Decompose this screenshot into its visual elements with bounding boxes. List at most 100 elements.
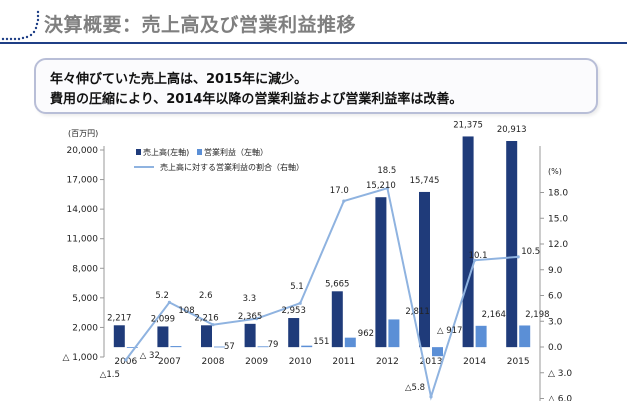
x-axis-tick-label: 2008 [202,357,225,367]
summary-callout: 年々伸びていた売上高は、2015年に減少。 費用の圧縮により、2014年以降の営… [34,58,598,114]
sales-bar [288,318,300,348]
sales-bar [375,197,387,348]
right-axis-tick-label: 6.0 [548,292,563,302]
right-axis-tick-label: △ 3.0 [548,369,572,379]
ratio-point [124,358,128,362]
ratio-point [473,258,477,262]
ratio-data-label: 10.5 [521,247,540,257]
ratio-point [516,255,520,259]
left-axis-tick-label: 20,000 [67,146,99,156]
sales-data-label: 21,375 [453,120,483,130]
legend-label-profit: 営業利益（左軸） [204,147,268,157]
x-axis-tick-label: 2006 [114,357,137,367]
ratio-data-label: 10.1 [469,251,488,261]
profit-data-label: 151 [313,337,329,347]
ratio-data-label: △1.5 [100,370,120,380]
right-axis-tick-label: 0.0 [548,343,563,353]
x-axis-tick-label: 2009 [245,357,268,367]
profit-data-label: △ 917 [437,326,462,336]
right-axis-tick-label: 18.0 [548,189,568,199]
x-axis-tick-label: 2014 [463,357,486,367]
ratio-point [298,301,302,305]
ratio-data-label: 2.6 [199,291,213,301]
profit-bar [301,345,313,348]
ratio-data-label: 5.2 [155,291,169,301]
x-axis-tick-label: 2010 [289,357,312,367]
ratio-data-label: △5.8 [405,383,425,393]
profit-bar [475,325,487,348]
sales-bar [157,326,169,348]
left-axis-tick-label: 17,000 [67,176,99,186]
right-axis-tick-label: 3.0 [548,317,563,327]
legend-swatch-sales [136,149,141,155]
right-axis-tick-label: △ 6.0 [548,395,572,401]
ratio-point [385,186,389,190]
profit-data-label: 108 [178,306,194,316]
ratio-point [167,300,171,304]
sales-data-label: 2,099 [151,314,175,324]
profit-data-label: 2,164 [482,310,506,320]
page-title: 決算概要：売上高及び営業利益推移 [44,14,357,36]
ratio-point [255,317,259,321]
x-axis-tick-label: 2007 [158,357,181,367]
profit-data-label: 962 [358,329,374,339]
sales-profit-chart: (百万円) (%) △ 1,000 2,000 5,000 8,000 11,000 14,0… [62,120,572,401]
profit-bar [170,346,182,348]
profit-data-label: 2,198 [525,310,549,320]
sales-data-label: 20,913 [497,125,527,135]
profit-bar [519,325,531,348]
sales-bar [331,291,343,348]
right-axis-tick-label: 12.0 [548,240,568,250]
profit-bar [257,346,269,348]
profit-bar [432,347,443,357]
sales-bar [462,136,474,348]
summary-line-1: 年々伸びていた売上高は、2015年に減少。 [50,72,308,87]
left-axis-tick-label: 11,000 [67,235,99,245]
left-axis-tick-label: △ 1,000 [62,353,98,363]
left-axis-tick-label: 8,000 [72,264,98,274]
sales-bar [201,325,212,348]
sales-bar [113,325,125,348]
profit-data-label: 57 [224,342,235,352]
sales-data-label: 5,665 [325,279,349,289]
profit-data-label: 2,811 [405,307,429,317]
ratio-point [429,395,433,399]
sales-data-label: 2,216 [194,313,218,323]
right-axis-tick-label: 15.0 [548,214,568,224]
left-axis-tick-label: 5,000 [72,294,98,304]
ratio-data-label: 3.3 [243,294,257,304]
sales-data-label: 2,953 [282,306,306,316]
title-divider [0,42,627,44]
sales-data-label: 15,210 [366,181,396,191]
left-axis-unit: (百万円) [68,129,98,138]
right-axis-tick-label: 9.0 [548,266,563,276]
ratio-data-label: 5.1 [290,282,304,292]
profit-bar [126,347,138,348]
sales-bar [244,323,256,348]
ratio-point [342,199,346,203]
sales-bar [419,191,430,348]
right-axis-unit: (%) [548,167,562,176]
left-axis-tick-label: 2,000 [72,323,98,333]
legend-swatch-profit [197,149,202,155]
profit-data-label: △ 32 [140,351,160,361]
profit-bar [214,346,225,348]
sales-data-label: 15,745 [410,176,440,186]
legend-label-sales: 売上高(左軸) [143,147,189,157]
profit-bar [344,337,356,348]
sales-data-label: 2,217 [107,313,131,323]
sales-bar [506,141,518,348]
ratio-line [125,186,519,401]
ratio-data-label: 18.5 [377,166,396,176]
sales-data-label: 2,365 [238,312,262,322]
legend-label-ratio: 売上高に対する営業利益の割合（右軸） [160,162,304,172]
x-axis-tick-label: 2011 [332,357,355,367]
ratio-point [211,323,215,327]
summary-line-2: 費用の圧縮により、2014年以降の営業利益および営業利益率は改善。 [50,92,463,107]
profit-bar [388,319,400,348]
x-axis-tick-label: 2012 [376,357,399,367]
left-axis-tick-label: 14,000 [67,205,99,215]
decorative-dots [1,10,40,41]
ratio-data-label: 17.0 [330,186,349,196]
x-axis-tick-label: 2013 [420,357,443,367]
